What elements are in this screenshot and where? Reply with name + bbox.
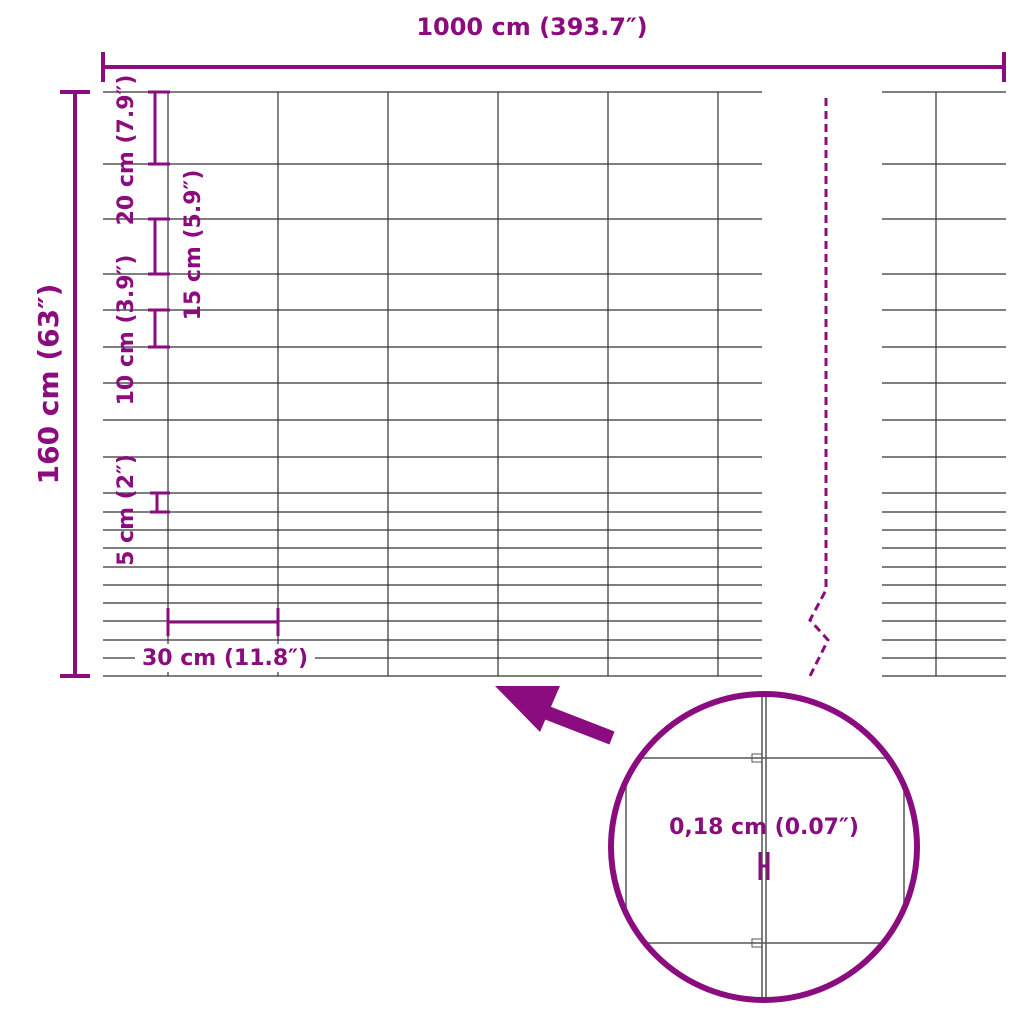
magnifier-circle bbox=[608, 691, 920, 1003]
width-label: 1000 cm (393.7″) bbox=[416, 13, 647, 41]
post-spacing-label: 30 cm (11.8″) bbox=[142, 646, 308, 671]
break-line bbox=[808, 98, 830, 677]
spacing-20-label: 20 cm (7.9″) bbox=[114, 75, 139, 226]
spacing-15-label: 15 cm (5.9″) bbox=[181, 170, 206, 321]
height-label: 160 cm (63″) bbox=[32, 284, 65, 485]
spacing-10-label: 10 cm (3.9″) bbox=[114, 255, 139, 406]
wire-diameter-label: 0,18 cm (0.07″) bbox=[669, 815, 859, 840]
wire-mesh-right bbox=[882, 91, 1006, 677]
wire-mesh bbox=[103, 91, 762, 677]
spacing-5-label: 5 cm (2″) bbox=[114, 454, 139, 566]
magnified-detail bbox=[611, 694, 917, 1000]
arrow-icon bbox=[495, 686, 615, 745]
